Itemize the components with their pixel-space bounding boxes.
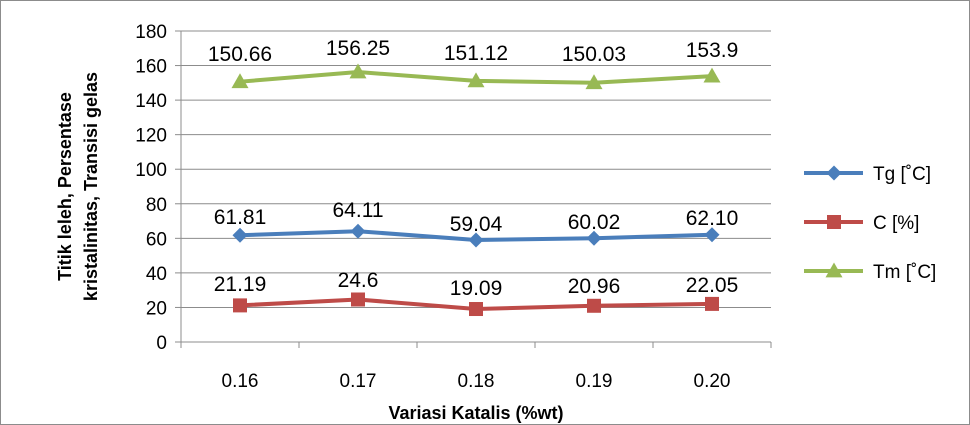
series-square xyxy=(233,292,719,317)
data-point xyxy=(586,230,602,246)
data-point xyxy=(233,298,247,313)
data-point xyxy=(469,302,483,317)
data-point xyxy=(468,232,484,248)
data-label: 153.9 xyxy=(686,39,739,62)
y-tick-label: 20 xyxy=(146,298,167,319)
data-point xyxy=(467,72,485,88)
data-point xyxy=(351,292,365,307)
legend-marker xyxy=(825,262,843,278)
series-diamond xyxy=(232,223,720,248)
y-tick-label: 60 xyxy=(146,229,167,250)
data-point xyxy=(350,223,366,239)
data-point xyxy=(585,74,603,90)
data-label: 21.19 xyxy=(214,273,267,296)
y-axis-title-line: kristalinitas, Transisi gelas xyxy=(81,72,101,301)
data-label: 19.09 xyxy=(450,277,503,300)
data-point xyxy=(231,73,249,89)
data-point xyxy=(703,67,721,83)
data-label: 150.03 xyxy=(562,43,626,66)
legend-label: Tm [˚C] xyxy=(873,262,936,283)
data-point xyxy=(232,227,248,243)
data-label: 60.02 xyxy=(568,211,621,234)
legend-label: C [%] xyxy=(873,213,919,234)
data-label: 61.81 xyxy=(214,206,267,229)
data-point xyxy=(349,63,367,79)
data-label: 64.11 xyxy=(333,199,384,222)
y-tick-label: 120 xyxy=(135,126,167,147)
data-point xyxy=(587,298,601,313)
y-tick-label: 80 xyxy=(146,195,167,216)
data-labels: 61.81 64.11 59.04 60.02 62.10 21.19 24.6 19.09 2… xyxy=(208,37,738,300)
legend-marker xyxy=(827,215,841,229)
data-label: 59.04 xyxy=(450,213,503,236)
legend-item: Tm [˚C] xyxy=(804,262,936,283)
data-label: 150.66 xyxy=(208,43,272,66)
y-tick-label: 0 xyxy=(156,333,167,354)
data-point xyxy=(704,227,720,243)
y-tick-label: 140 xyxy=(135,91,167,112)
x-tick-label: 0.19 xyxy=(576,371,613,392)
gridlines xyxy=(181,30,771,308)
data-label: 22.05 xyxy=(686,274,739,297)
legend-label: Tg [˚C] xyxy=(873,164,931,185)
axes xyxy=(175,30,772,348)
data-label: 62.10 xyxy=(686,207,739,230)
x-tick-label: 0.17 xyxy=(340,371,377,392)
x-tick-label: 0.20 xyxy=(694,371,731,392)
x-tick-label: 0.18 xyxy=(458,371,495,392)
data-label: 20.96 xyxy=(568,275,621,298)
y-axis-title: Titik leleh, Persentase kristalinitas, Tr… xyxy=(55,72,101,301)
series-layer xyxy=(231,63,721,317)
data-point xyxy=(705,296,719,311)
legend-marker xyxy=(826,165,842,181)
legend-item: C [%] xyxy=(804,213,919,234)
legend-item: Tg [˚C] xyxy=(804,164,931,185)
y-tick-label: 160 xyxy=(135,57,167,78)
y-axis-title-line: Titik leleh, Persentase xyxy=(55,92,75,281)
x-tick-labels: 0.16 0.17 0.18 0.19 0.20 xyxy=(222,371,731,392)
y-tick-label: 100 xyxy=(135,160,167,181)
y-tick-label: 180 xyxy=(135,22,167,43)
x-axis-title: Variasi Katalis (%wt) xyxy=(388,403,563,423)
y-tick-labels: 0 20 40 60 80 100 120 140 160 180 xyxy=(135,22,167,354)
x-tick-label: 0.16 xyxy=(222,371,259,392)
data-label: 156.25 xyxy=(326,37,390,60)
data-label: 24.6 xyxy=(338,269,379,292)
y-tick-label: 40 xyxy=(146,264,167,285)
series-triangle xyxy=(231,63,721,90)
data-label: 151.12 xyxy=(444,42,508,65)
legend: Tg [˚C] C [%] Tm [˚C] xyxy=(804,164,936,283)
